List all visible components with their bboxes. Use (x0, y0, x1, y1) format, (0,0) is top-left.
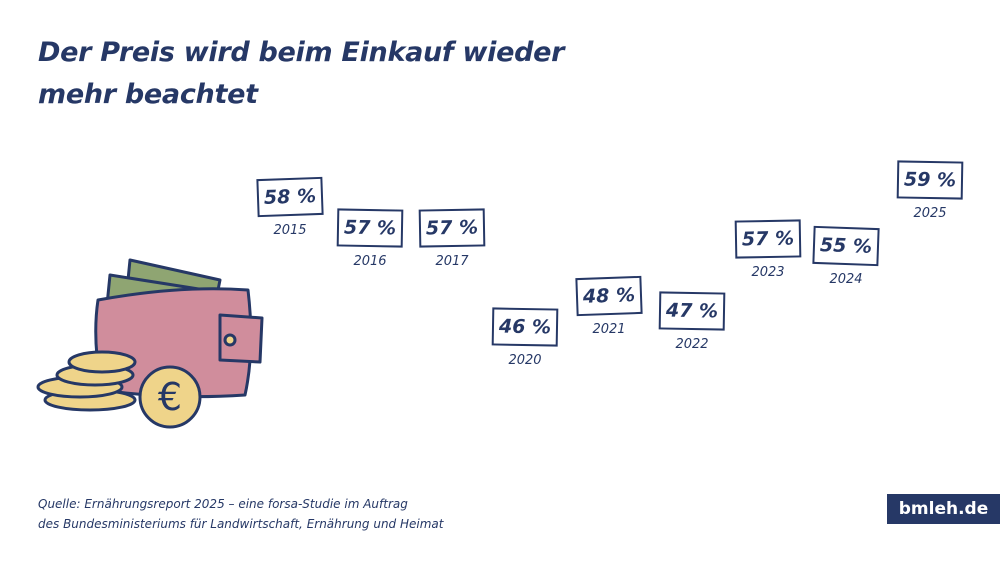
brand-link[interactable]: bmleh.de (887, 494, 1000, 524)
value-box-2021: 48 % (575, 275, 643, 317)
value-box-2020: 46 % (491, 307, 559, 347)
year-label-2025: 2025 (913, 206, 947, 221)
source-line-2: des Bundesministeriums für Landwirtschaf… (38, 517, 444, 531)
source-note: Quelle: Ernährungsreport 2025 – eine for… (38, 494, 443, 534)
year-label-2017: 2017 (435, 254, 469, 269)
year-label-2021: 2021 (592, 322, 626, 337)
year-label-2016: 2016 (353, 254, 387, 269)
source-line-1: Quelle: Ernährungsreport 2025 – eine for… (38, 497, 408, 511)
euro-coin-icon (138, 365, 202, 429)
title-line-1: Der Preis wird beim Einkauf wieder (38, 37, 565, 68)
value-box-2016: 57 % (336, 208, 404, 248)
value-box-2015: 58 % (256, 176, 324, 218)
year-label-2022: 2022 (675, 337, 709, 352)
year-label-2015: 2015 (273, 223, 307, 238)
year-label-2024: 2024 (829, 272, 863, 287)
title-line-2: mehr beachtet (38, 79, 258, 110)
value-box-2024: 55 % (812, 225, 880, 267)
chart-title: Der Preis wird beim Einkauf wieder mehr … (38, 32, 564, 116)
value-box-2022: 47 % (658, 291, 726, 331)
wallet-clasp (218, 313, 264, 364)
wallet-illustration: € (36, 258, 264, 429)
year-label-2020: 2020 (508, 353, 542, 368)
value-box-2023: 57 % (734, 219, 802, 259)
year-label-2023: 2023 (751, 265, 785, 280)
value-box-2017: 57 % (418, 208, 486, 248)
svg-text:€: € (158, 375, 182, 419)
value-box-2025: 59 % (896, 160, 964, 200)
